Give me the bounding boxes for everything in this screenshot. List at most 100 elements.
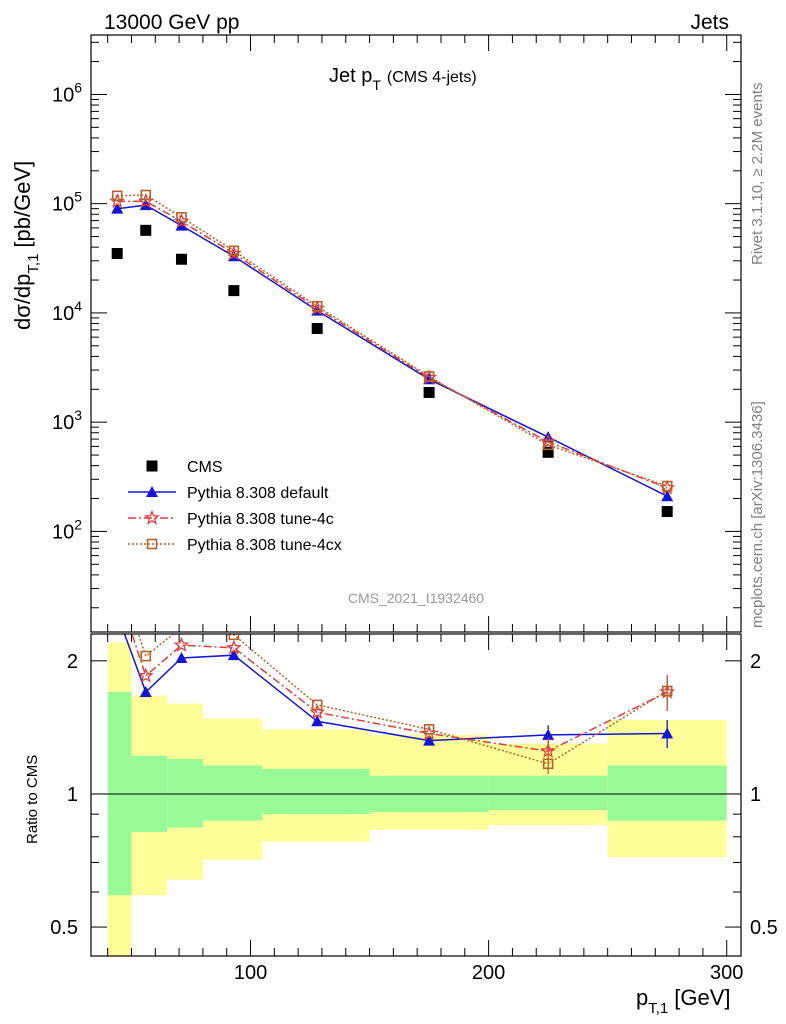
ratio-y-tick-label-right: 0.5 [750,917,778,939]
ratio-point [111,583,123,595]
tick-base: 10 [52,521,74,543]
ratio-line-tune4cx [137,634,668,765]
main-y-axis-label: dσ/dpT,1 [pb/GeV] [10,161,42,330]
x-axis-label-sub: T,1 [648,1000,668,1017]
series-tune4cx [111,189,673,492]
tick-base: 10 [52,303,74,325]
data-point [542,446,554,458]
tick-exponent: 6 [74,79,82,95]
tick-exponent: 2 [74,516,82,532]
x-axis-label-unit: [GeV] [674,985,730,1010]
ratio-point [423,734,436,746]
x-axis-label-text: p [636,985,648,1010]
legend-label-default: Pythia 8.308 default [187,485,329,502]
tick-exponent: 5 [74,189,82,205]
side-site-label: mcplots.cern.ch [arXiv:1306.3436] [749,401,766,628]
ratio-point [137,667,154,683]
x-tick-label: 300 [710,962,743,984]
ratio-point [311,699,323,711]
ratio-frame [90,633,742,957]
series-default [111,199,674,502]
data-point [175,219,188,231]
uncertainty-band-inner [262,768,370,815]
series-tune4c [109,193,676,495]
analysis-label: CMS_2021_I1932460 [348,590,484,606]
main-y-tick-label: 103 [52,407,82,434]
ratio-point [542,758,554,770]
header-process-label: 13000 GeV pp [104,11,239,34]
ratio-point [227,649,240,661]
legend-label-tune4cx: Pythia 8.308 tune-4cx [187,537,342,554]
data-point [111,190,123,202]
ratio-series-default [111,608,674,749]
main-y-tick-label: 105 [52,189,82,216]
ratio-y-tick-label-left: 1 [67,784,78,806]
data-point [140,189,152,201]
side-version-label: Rivet 3.1.10, ≥ 2.2M events [749,83,766,266]
data-point [661,480,673,492]
data-point [228,245,240,257]
ratio-point [661,685,673,697]
uncertainty-band-inner [488,775,608,810]
x-tick-label: 100 [234,962,267,984]
ratio-y-axis-label: Ratio to CMS [24,755,41,844]
main-title-extra: (CMS 4-jets) [387,69,477,86]
ratio-point [661,727,674,739]
ratio-point [311,715,324,727]
series-line-tune4cx [117,194,668,487]
legend: CMS Pythia 8.308 default Pythia 8.308 tune… [128,459,342,554]
ratio-line-tune4c [131,634,668,752]
main-y-axis-label-text: dσ/dp [10,274,35,330]
series-line-default [117,204,668,497]
ratio-point [225,639,242,655]
main-y-axis-label-unit: [pb/GeV] [10,161,35,248]
ratio-point [542,728,555,740]
data-point [661,506,673,518]
data-point [228,285,240,297]
data-point [111,202,124,214]
ratio-y-tick-label-right: 1 [750,784,761,806]
ratio-point [139,686,152,698]
data-point [311,323,323,335]
tick-base: 10 [52,194,74,216]
tick-base: 10 [52,84,74,106]
ratio-point [113,566,122,575]
legend-marker-tune4cx [146,538,158,550]
tick-exponent: 3 [74,407,82,423]
x-tick-label: 200 [472,962,505,984]
data-point [140,224,152,236]
ratio-point [140,650,152,662]
main-title-sub: T [372,77,381,93]
main-title-text: Jet p [329,65,372,87]
ratio-panel: 0.5 0.5 1 1 2 2 100 200 300 Ratio to CMS pT,1 [Ge… [24,566,778,1017]
data-point [311,300,323,312]
ratio-y-tick-label-right: 2 [750,651,761,673]
ratio-point [173,636,190,652]
data-point [423,371,435,382]
data-point [661,490,674,502]
legend-marker-default [146,486,158,497]
legend-label-tune4c: Pythia 8.308 tune-4c [187,511,334,528]
series-line-tune4c [117,200,668,489]
data-point [111,247,123,259]
uncertainty-band-inner [607,765,727,821]
ratio-point [228,634,240,641]
legend-marker-cms [146,460,158,472]
ratio-y-tick-label-left: 2 [67,651,78,673]
uncertainty-band-inner [202,765,263,821]
data-point [423,386,435,398]
main-y-tick-label: 102 [52,516,82,543]
ratio-point [111,608,123,619]
ratio-series-tune4cx [113,566,673,774]
ratio-point [423,724,435,735]
main-y-axis-label-sub: T,1 [25,254,42,274]
main-y-tick-label: 104 [52,298,82,325]
data-point [176,212,187,223]
main-y-tick-label: 106 [52,79,82,106]
ratio-y-tick-label-left: 0.5 [50,917,78,939]
ratio-point [540,742,557,758]
data-point [175,253,187,265]
header-category-label: Jets [690,11,729,34]
